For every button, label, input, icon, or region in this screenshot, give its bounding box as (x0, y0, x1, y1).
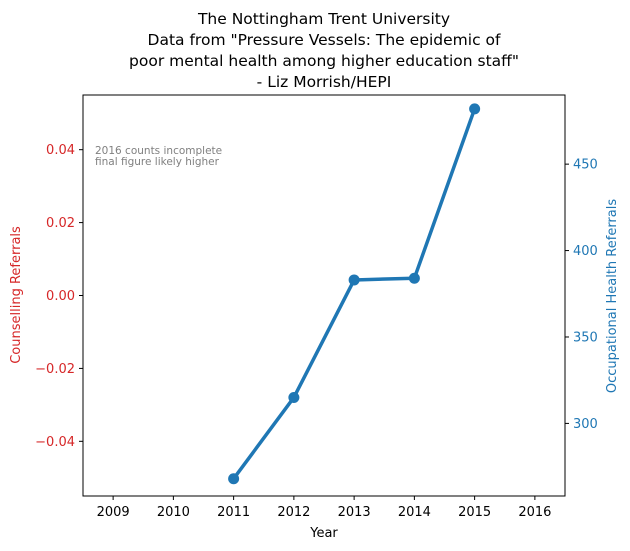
left-tick-label: 0.02 (46, 216, 75, 231)
right-tick-label: 400 (573, 244, 598, 259)
left-tick-label: 0.00 (46, 289, 75, 304)
left-axis-ticks: −0.04 −0.02 0.00 0.02 0.04 (35, 143, 83, 450)
right-axis-label: Occupational Health Referrals (605, 199, 620, 393)
x-axis-label: Year (309, 526, 338, 541)
chart-title-line-1: The Nottingham Trent University (197, 10, 450, 28)
series-line (231, 107, 477, 481)
left-tick-label: −0.04 (35, 435, 75, 450)
left-tick-label: 0.04 (46, 143, 75, 158)
x-tick-label: 2013 (338, 505, 371, 520)
chart-title: The Nottingham Trent University Data fro… (129, 10, 519, 91)
annotation-line-1: 2016 counts incomplete (95, 145, 222, 157)
annotation-line-2: final figure likely higher (95, 156, 220, 168)
x-tick-label: 2016 (518, 505, 551, 520)
data-point (469, 103, 481, 115)
data-point (408, 272, 420, 284)
right-tick-label: 300 (573, 417, 598, 432)
series-layer (228, 103, 481, 485)
left-axis-label: Counselling Referrals (9, 226, 24, 364)
x-tick-label: 2011 (217, 505, 250, 520)
data-point (348, 274, 360, 286)
x-tick-label: 2010 (157, 505, 190, 520)
chart-title-line-3: poor mental health among higher educatio… (129, 52, 519, 70)
left-tick-label: −0.02 (35, 362, 75, 377)
chart-title-line-4: - Liz Morrish/HEPI (257, 73, 392, 91)
x-tick-label: 2012 (277, 505, 310, 520)
right-tick-label: 350 (573, 330, 598, 345)
right-tick-label: 450 (573, 158, 598, 173)
data-point (288, 391, 300, 403)
right-axis-ticks: 300 350 400 450 (565, 158, 598, 432)
x-tick-label: 2015 (458, 505, 491, 520)
x-tick-label: 2014 (398, 505, 431, 520)
x-axis-ticks: 2009 2010 2011 2012 2013 2014 2015 2016 (97, 496, 551, 520)
annotation: 2016 counts incomplete final figure like… (95, 145, 222, 168)
data-point (228, 473, 240, 485)
x-tick-label: 2009 (97, 505, 130, 520)
chart-title-line-2: Data from "Pressure Vessels: The epidemi… (148, 31, 501, 49)
